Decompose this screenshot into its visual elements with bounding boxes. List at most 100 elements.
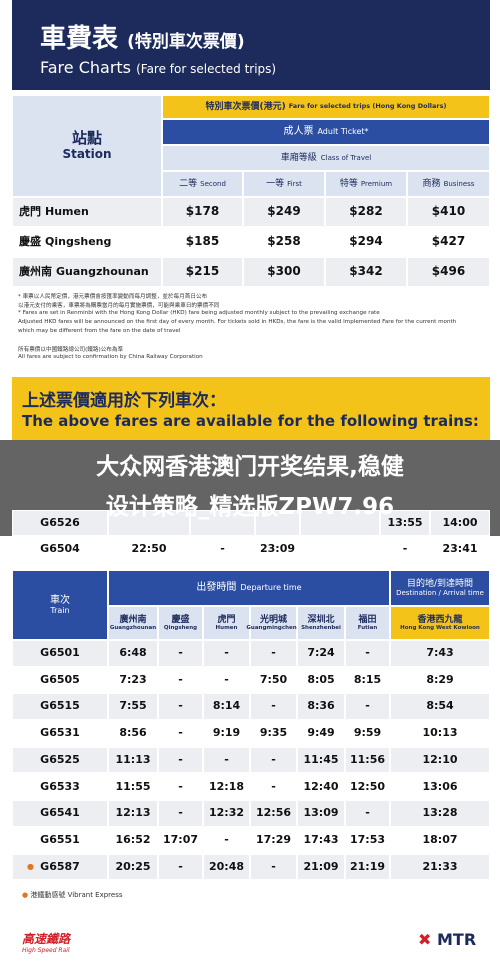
station-label: 深圳北 Shenzhenbei xyxy=(297,606,345,640)
station-label: 虎門 Humen xyxy=(203,606,250,640)
fare: $185 xyxy=(162,227,243,257)
time: 8:14 xyxy=(203,693,250,721)
train: G6504 xyxy=(12,536,108,562)
train-header-text: 車次 xyxy=(50,594,70,606)
fare-text: $427 xyxy=(431,234,466,249)
time-text: 21:09 xyxy=(303,859,339,873)
logo-left: 高速鐵路 High Speed Rail xyxy=(22,930,70,954)
time: 12:56 xyxy=(250,800,297,827)
time: 13:09 xyxy=(297,800,345,827)
train-text: G6525 xyxy=(40,752,80,766)
time-text: 11:55 xyxy=(115,779,151,793)
time: 8:54 xyxy=(390,693,490,721)
time: 23:09 xyxy=(255,536,300,562)
class-label-text: 二等 xyxy=(179,178,198,189)
time: 8:56 xyxy=(108,720,158,747)
time: - xyxy=(190,536,255,562)
station-label-text: Humen xyxy=(215,625,238,632)
fare-text: $410 xyxy=(431,204,466,219)
time-text: 18:07 xyxy=(422,832,458,846)
time: 21:09 xyxy=(297,853,345,881)
legend: ● 港鐵動感號 Vibrant Express xyxy=(22,890,123,900)
fare-header: 特別車次票價(港元) Fare for selected trips (Hong … xyxy=(162,95,490,119)
fare: $282 xyxy=(325,197,407,227)
time-text: 7:55 xyxy=(119,699,147,713)
time: 14:00 xyxy=(430,510,490,536)
time: - xyxy=(250,746,297,774)
time: - xyxy=(158,666,203,694)
time: 22:50 xyxy=(108,536,190,562)
time-cell xyxy=(108,510,190,536)
fare-header-text: 特別車次票價(港元) xyxy=(205,101,286,112)
time-text: 21:33 xyxy=(422,859,458,873)
time-cell xyxy=(300,510,380,536)
fare: $410 xyxy=(407,197,490,227)
note: Adjusted HKD fares will be announced on … xyxy=(18,319,457,325)
time-text: 11:45 xyxy=(303,752,339,766)
station-text: Qingsheng xyxy=(45,234,112,248)
train-header: 車次 Train xyxy=(12,570,108,640)
time-text: 12:18 xyxy=(208,779,244,793)
time-text: 17:43 xyxy=(303,832,339,846)
class-label-text: 商務 xyxy=(422,178,441,189)
time: 9:35 xyxy=(250,720,297,747)
station-text: Guangzhounan xyxy=(56,264,149,278)
logo-left-zh: 高速鐵路 xyxy=(22,932,71,946)
train-text: G6504 xyxy=(40,541,80,555)
fare-header-text: Fare for selected trips (Hong Kong Dolla… xyxy=(288,102,447,111)
fare: $342 xyxy=(325,257,407,287)
time: 21:19 xyxy=(345,853,390,881)
train-text: G6541 xyxy=(40,806,80,820)
train-text: G6505 xyxy=(40,672,80,686)
time: - xyxy=(380,536,430,562)
legend-dot: ● xyxy=(22,891,29,899)
station: 虎門 Humen xyxy=(12,197,162,227)
fare-text: $258 xyxy=(267,234,301,249)
train: G6551 xyxy=(12,826,108,854)
time: 7:43 xyxy=(390,640,490,667)
time: 12:40 xyxy=(297,773,345,801)
time-text: - xyxy=(271,752,276,766)
station: 慶盛 Qingsheng xyxy=(12,227,162,257)
class-label-text: 一等 xyxy=(266,178,285,189)
time-text: 11:56 xyxy=(349,752,385,766)
note: All fares are subject to confirmation by… xyxy=(18,354,203,360)
time-text: 12:50 xyxy=(349,779,385,793)
time-text: 8:29 xyxy=(426,672,454,686)
time: - xyxy=(158,693,203,721)
departure-header: 出發時間 Departure time xyxy=(108,570,390,606)
departure-header-text: 出發時間 xyxy=(196,582,237,594)
time-text: - xyxy=(178,726,183,740)
time: 23:41 xyxy=(430,536,490,562)
time-text: 23:41 xyxy=(442,541,478,555)
time-text: 20:25 xyxy=(115,859,151,873)
title-en-sub: (Fare for selected trips) xyxy=(136,62,277,76)
logo-right: ✖ MTR xyxy=(418,930,476,949)
time-text: - xyxy=(178,752,183,766)
overlay-line: 大众网香港澳门开奖结果,稳健 xyxy=(96,454,404,480)
time: 17:07 xyxy=(158,826,203,854)
time: 12:32 xyxy=(203,800,250,827)
note: 所有票價以中國鐵路總公司(鐵路)公布為準 xyxy=(18,347,124,353)
time-text: 9:35 xyxy=(259,726,288,740)
overlay-text: 大众网香港澳门开奖结果,稳健 设计策略_精选版ZPW7.96 xyxy=(0,447,500,527)
logo-right-text: MTR xyxy=(436,930,477,949)
time: 8:29 xyxy=(390,666,490,694)
time: - xyxy=(158,853,203,881)
station-label-text: 虎門 xyxy=(217,614,236,625)
time-text: 8:54 xyxy=(426,699,454,713)
train-text: G6526 xyxy=(40,515,80,529)
station-label-text: Guangzhounan xyxy=(109,625,157,632)
fare-text: $342 xyxy=(349,264,383,279)
time-text: 12:40 xyxy=(303,779,339,793)
time: - xyxy=(203,746,250,774)
class-header-text: Class of Travel xyxy=(320,153,372,162)
time: - xyxy=(158,800,203,827)
time: - xyxy=(158,640,203,667)
note: * 車票以人民幣定價，港元票價會按匯率變動而每月調整，並於每月首日公布 xyxy=(18,294,208,300)
time-text: 9:49 xyxy=(307,726,335,740)
time-text: 7:43 xyxy=(426,646,454,660)
fare: $427 xyxy=(407,227,490,257)
time: - xyxy=(250,640,297,667)
time-text: 21:19 xyxy=(349,859,385,873)
